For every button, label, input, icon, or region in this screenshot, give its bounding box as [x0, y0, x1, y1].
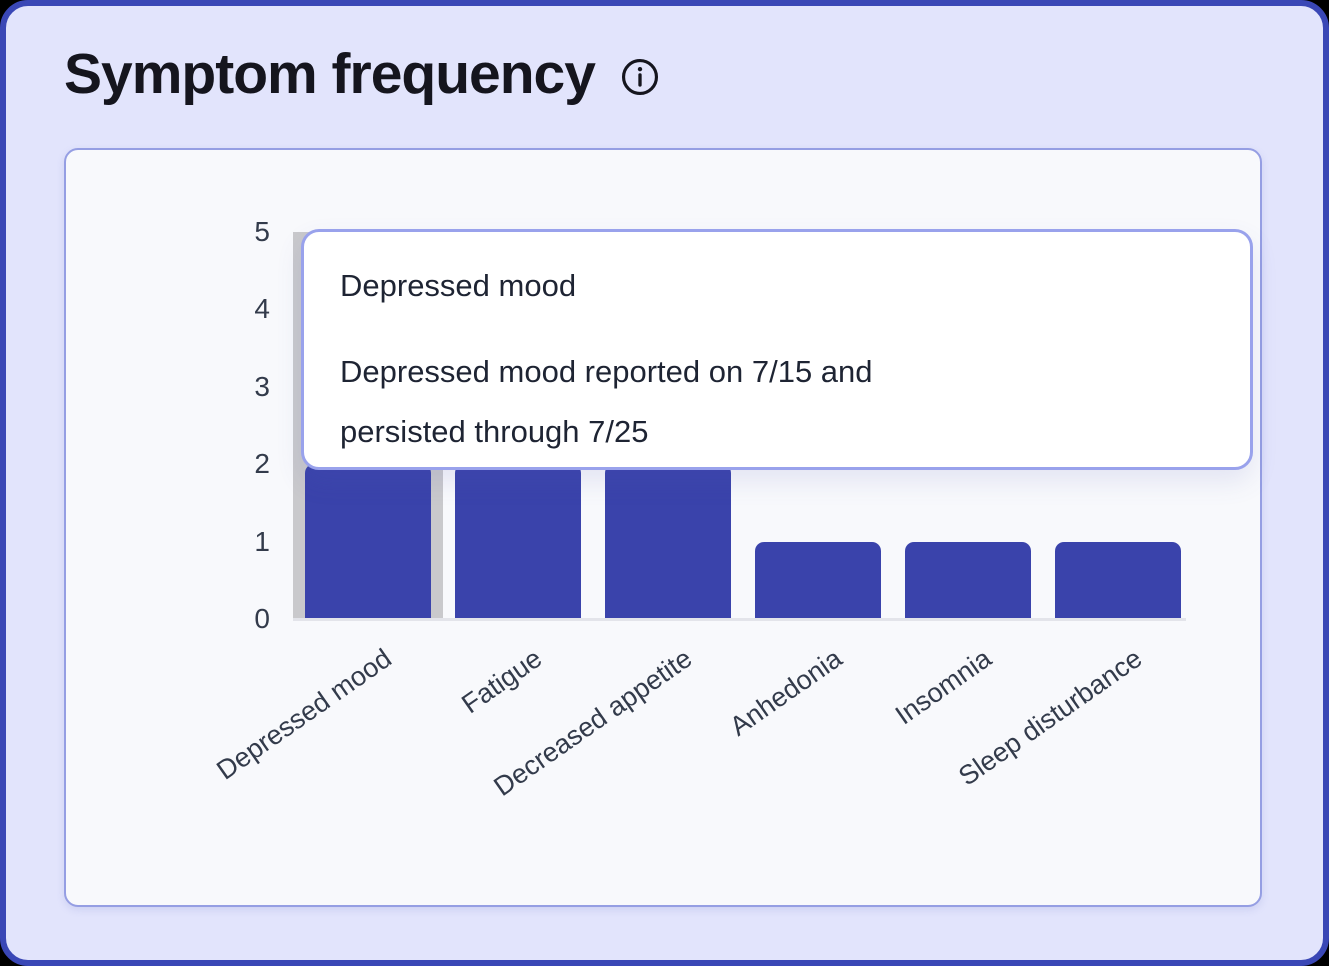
y-tick: 2	[254, 448, 270, 480]
category-band: Decreased appetite	[488, 232, 743, 802]
tooltip-title: Depressed mood	[340, 268, 577, 303]
category-band: Anhedonia	[724, 232, 893, 742]
bar-sleep-disturbance[interactable]	[1055, 541, 1181, 619]
bar-insomnia[interactable]	[905, 541, 1031, 619]
page-header: Symptom frequency	[64, 42, 661, 106]
bar-anhedonia[interactable]	[755, 541, 881, 619]
y-tick: 5	[254, 216, 270, 247]
y-tick: 1	[254, 525, 270, 557]
y-axis-ticks: 0 1 2 3 4 5	[200, 216, 270, 634]
bar-depressed-mood[interactable]	[305, 464, 431, 619]
tooltip-body: Depressed mood reported on 7/15 and pers…	[340, 342, 1214, 462]
info-icon[interactable]	[619, 56, 661, 98]
bar-decreased-appetite[interactable]	[605, 464, 731, 619]
tooltip-body-line: Depressed mood reported on 7/15 and	[340, 354, 873, 389]
tooltip-body-line: persisted through 7/25	[340, 414, 649, 449]
page-title: Symptom frequency	[64, 42, 596, 106]
y-tick: 4	[254, 293, 270, 325]
bar-fatigue[interactable]	[455, 464, 581, 619]
y-tick: 3	[254, 370, 270, 402]
y-tick: 0	[254, 603, 270, 634]
category-band: Sleep disturbance	[953, 232, 1193, 792]
category-band: Insomnia	[890, 232, 1043, 730]
tooltip: Depressed mood Depressed mood reported o…	[301, 229, 1253, 470]
x-axis-line	[293, 618, 1186, 621]
category-band: Fatigue	[443, 232, 593, 719]
